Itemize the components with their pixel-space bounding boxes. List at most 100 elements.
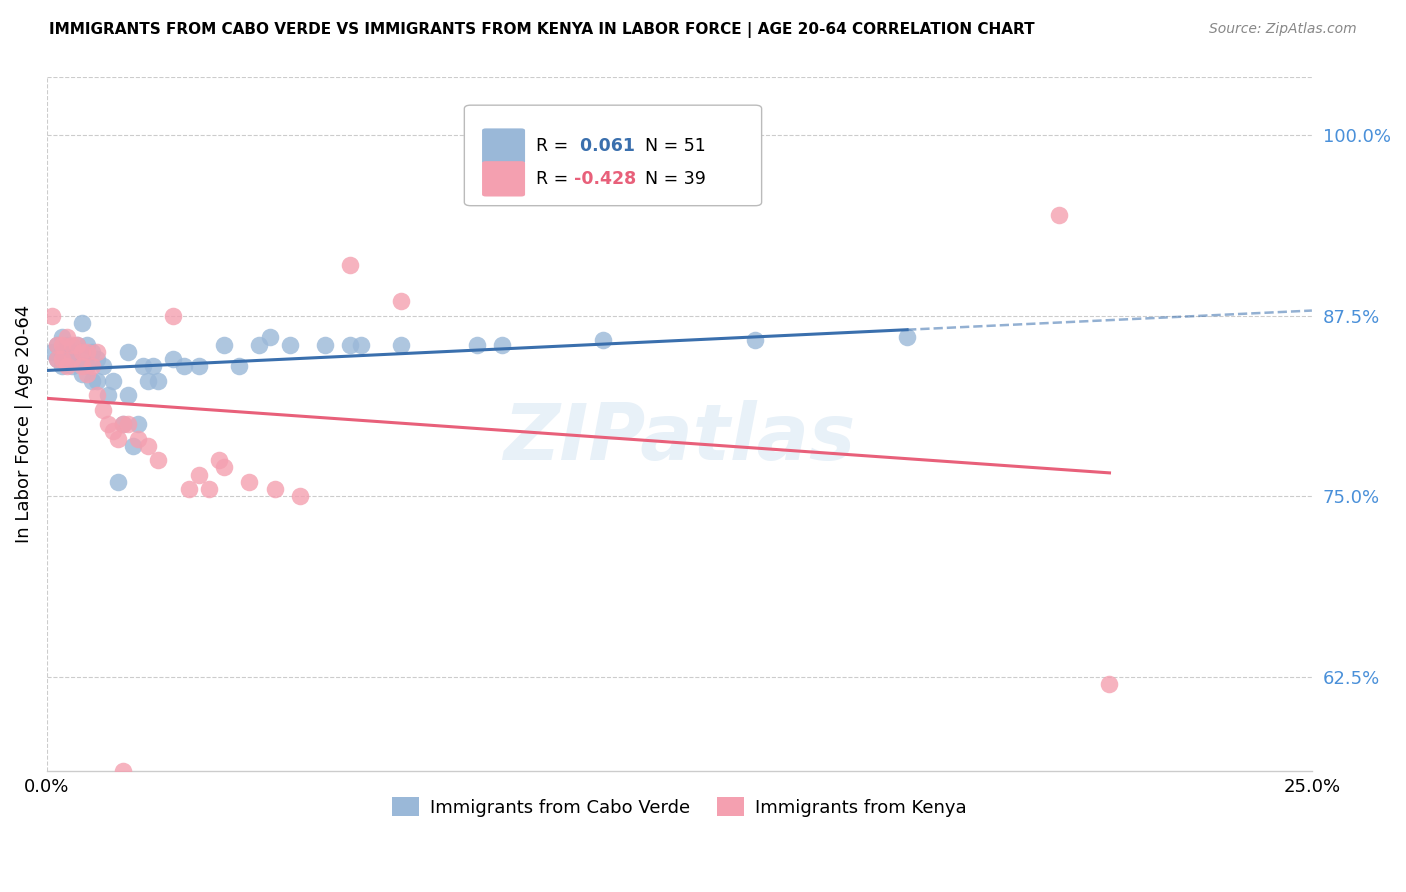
Point	[66, 352, 89, 367]
Point	[111, 417, 134, 431]
Point	[1098, 677, 1121, 691]
Point	[212, 337, 235, 351]
Text: ZIPatlas: ZIPatlas	[503, 400, 855, 476]
FancyBboxPatch shape	[482, 161, 524, 196]
Point	[389, 294, 412, 309]
Point	[263, 482, 285, 496]
Point	[198, 482, 221, 496]
Point	[72, 316, 94, 330]
Point	[339, 337, 361, 351]
Point	[56, 352, 79, 367]
Point	[162, 352, 184, 367]
Point	[97, 388, 120, 402]
Point	[896, 330, 918, 344]
Point	[228, 359, 250, 374]
FancyBboxPatch shape	[482, 128, 524, 164]
Point	[97, 417, 120, 431]
Text: IMMIGRANTS FROM CABO VERDE VS IMMIGRANTS FROM KENYA IN LABOR FORCE | AGE 20-64 C: IMMIGRANTS FROM CABO VERDE VS IMMIGRANTS…	[49, 22, 1035, 38]
Point	[117, 388, 139, 402]
Point	[465, 337, 488, 351]
Point	[66, 337, 89, 351]
Point	[72, 344, 94, 359]
Point	[51, 344, 73, 359]
Text: Source: ZipAtlas.com: Source: ZipAtlas.com	[1209, 22, 1357, 37]
Point	[51, 352, 73, 367]
Point	[173, 359, 195, 374]
Point	[288, 489, 311, 503]
Point	[101, 374, 124, 388]
Point	[162, 309, 184, 323]
Point	[91, 359, 114, 374]
Point	[60, 337, 83, 351]
Y-axis label: In Labor Force | Age 20-64: In Labor Force | Age 20-64	[15, 305, 32, 543]
Point	[76, 337, 98, 351]
Point	[142, 359, 165, 374]
Point	[187, 359, 209, 374]
Point	[51, 337, 73, 351]
Point	[278, 337, 301, 351]
Point	[212, 460, 235, 475]
Text: 0.061: 0.061	[575, 137, 636, 155]
Point	[76, 359, 98, 374]
Point	[101, 425, 124, 439]
Point	[148, 374, 170, 388]
Point	[249, 337, 271, 351]
Point	[46, 352, 69, 367]
Point	[46, 352, 69, 367]
Point	[46, 337, 69, 351]
Text: R =: R =	[537, 137, 574, 155]
Point	[76, 367, 98, 381]
Point	[238, 475, 260, 489]
Point	[91, 402, 114, 417]
Point	[86, 344, 108, 359]
Point	[41, 344, 63, 359]
Point	[60, 359, 83, 374]
Point	[72, 344, 94, 359]
Point	[56, 337, 79, 351]
Point	[86, 388, 108, 402]
Point	[122, 439, 145, 453]
Text: R =: R =	[537, 169, 574, 188]
Point	[72, 367, 94, 381]
Point	[339, 258, 361, 272]
Point	[51, 330, 73, 344]
Point	[82, 344, 104, 359]
Point	[389, 337, 412, 351]
Point	[72, 359, 94, 374]
Text: -0.428: -0.428	[575, 169, 637, 188]
Point	[187, 467, 209, 482]
Point	[107, 432, 129, 446]
Point	[82, 359, 104, 374]
Point	[117, 417, 139, 431]
Point	[592, 334, 614, 348]
Point	[136, 439, 159, 453]
Point	[132, 359, 155, 374]
Point	[82, 374, 104, 388]
Point	[66, 337, 89, 351]
Point	[86, 374, 108, 388]
Legend: Immigrants from Cabo Verde, Immigrants from Kenya: Immigrants from Cabo Verde, Immigrants f…	[385, 790, 974, 824]
Point	[76, 344, 98, 359]
Point	[744, 334, 766, 348]
Point	[111, 417, 134, 431]
Point	[136, 374, 159, 388]
Point	[127, 432, 149, 446]
Point	[107, 475, 129, 489]
Point	[1047, 208, 1070, 222]
Text: N = 39: N = 39	[634, 169, 706, 188]
Point	[208, 453, 231, 467]
Point	[491, 337, 513, 351]
Point	[314, 337, 336, 351]
Text: N = 51: N = 51	[634, 137, 706, 155]
Point	[56, 330, 79, 344]
FancyBboxPatch shape	[464, 105, 762, 206]
Point	[148, 453, 170, 467]
Point	[51, 359, 73, 374]
Point	[60, 352, 83, 367]
Point	[259, 330, 281, 344]
Point	[46, 337, 69, 351]
Point	[41, 309, 63, 323]
Point	[127, 417, 149, 431]
Point	[60, 344, 83, 359]
Point	[117, 344, 139, 359]
